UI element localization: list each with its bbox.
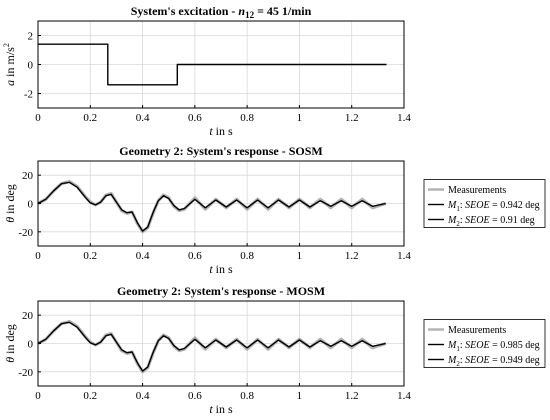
x-tick-label: 0.4 [136, 390, 150, 402]
x-tick-label: 1.4 [397, 112, 411, 124]
y-tick-label: 0 [28, 339, 34, 351]
legend-box [423, 179, 546, 228]
x-tick-label: 1.2 [345, 390, 359, 402]
x-axis-label: t in s [209, 124, 233, 138]
y-axis-label: θ in deg [3, 324, 17, 363]
legend: Measurements M1: SEOE = 0.942 deg M2: SEOE… [423, 179, 546, 228]
legend-label: M2: SEOE = 0.91 deg [447, 215, 535, 228]
y-tick-label: -20 [18, 367, 33, 379]
y-axis-label: a in m/s2 [2, 43, 17, 86]
x-tick-label: 1 [297, 250, 303, 262]
x-tick-label: 0.2 [83, 112, 97, 124]
legend-label: M2: SEOE = 0.949 deg [447, 355, 540, 368]
legend-label: Measurements [448, 185, 506, 196]
x-tick-label: 0 [35, 112, 41, 124]
y-tick-label: 0 [28, 199, 34, 211]
x-tick-label: 0.6 [188, 112, 202, 124]
series-line-2 [37, 181, 386, 232]
x-axis-label: t in s [209, 402, 233, 416]
x-tick-label: 0 [35, 250, 41, 262]
legend-label: M1: SEOE = 0.942 deg [447, 200, 540, 213]
y-tick-label: 20 [22, 170, 34, 182]
x-tick-label: 0.6 [188, 390, 202, 402]
legend-label: M1: SEOE = 0.985 deg [447, 340, 540, 353]
y-tick-label: -20 [18, 227, 33, 239]
x-tick-label: 1.4 [397, 250, 411, 262]
chart-title: Geometry 2: System's response - SOSM [119, 144, 322, 158]
x-tick-label: 1 [297, 112, 303, 124]
y-tick-label: 2 [28, 31, 34, 43]
legend-label: Measurements [448, 325, 506, 336]
x-tick-label: 0.2 [83, 250, 97, 262]
x-tick-label: 0.2 [83, 390, 97, 402]
x-tick-label: 0.8 [240, 250, 254, 262]
y-tick-label: 20 [22, 310, 34, 322]
chart-title: System's excitation - n12 = 45 1/min [131, 4, 312, 20]
x-tick-label: 0.4 [136, 250, 150, 262]
x-tick-label: 0 [35, 390, 41, 402]
legend: Measurements M1: SEOE = 0.985 deg M2: SEOE… [423, 319, 546, 368]
y-tick-label: 0 [28, 60, 34, 72]
x-tick-label: 1.2 [345, 250, 359, 262]
x-axis-label: t in s [209, 262, 233, 276]
x-tick-label: 1 [297, 390, 303, 402]
chart-title: Geometry 2: System's response - MOSM [117, 284, 325, 298]
x-tick-label: 0.4 [136, 112, 150, 124]
y-axis-label: θ in deg [3, 184, 17, 223]
x-tick-label: 0.8 [240, 112, 254, 124]
x-tick-label: 0.6 [188, 250, 202, 262]
x-tick-label: 1.4 [397, 390, 411, 402]
x-tick-label: 1.2 [345, 112, 359, 124]
x-tick-label: 0.8 [240, 390, 254, 402]
legend-box [423, 319, 546, 368]
y-tick-label: -2 [24, 89, 33, 101]
series-line-2 [37, 321, 386, 372]
series-line-1 [38, 43, 387, 86]
